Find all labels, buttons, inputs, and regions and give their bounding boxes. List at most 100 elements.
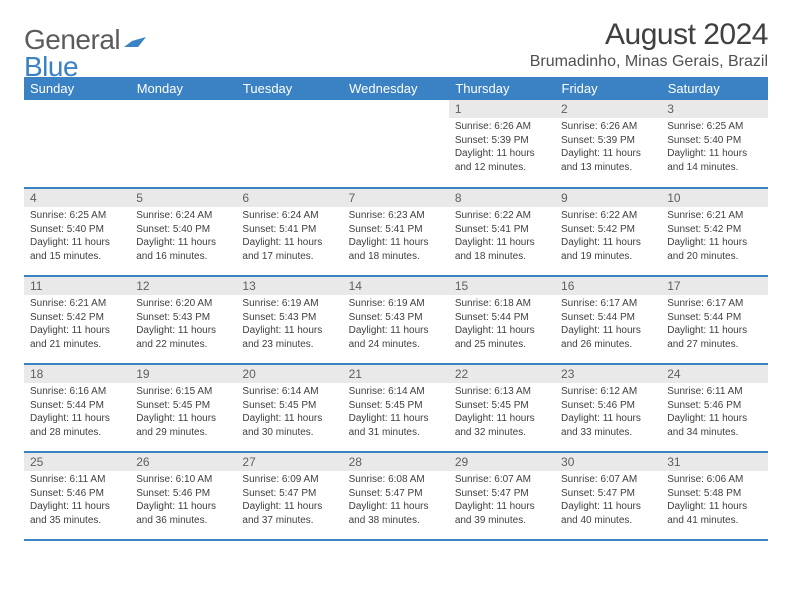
- daylight-text: Daylight: 11 hours: [455, 147, 549, 161]
- day-number: 1: [449, 100, 555, 118]
- calendar-cell: 4Sunrise: 6:25 AMSunset: 5:40 PMDaylight…: [24, 188, 130, 276]
- daylight-text: Daylight: 11 hours: [561, 236, 655, 250]
- calendar-table: Sunday Monday Tuesday Wednesday Thursday…: [24, 77, 768, 541]
- day-details: Sunrise: 6:12 AMSunset: 5:46 PMDaylight:…: [555, 383, 661, 443]
- day-details: Sunrise: 6:14 AMSunset: 5:45 PMDaylight:…: [343, 383, 449, 443]
- sunset-text: Sunset: 5:44 PM: [561, 311, 655, 325]
- day-number: 5: [130, 189, 236, 207]
- calendar-cell: 6Sunrise: 6:24 AMSunset: 5:41 PMDaylight…: [236, 188, 342, 276]
- sunset-text: Sunset: 5:46 PM: [561, 399, 655, 413]
- day-number: 27: [236, 453, 342, 471]
- day-details: Sunrise: 6:24 AMSunset: 5:40 PMDaylight:…: [130, 207, 236, 267]
- calendar-cell: 11Sunrise: 6:21 AMSunset: 5:42 PMDayligh…: [24, 276, 130, 364]
- sunset-text: Sunset: 5:46 PM: [136, 487, 230, 501]
- daylight-text: Daylight: 11 hours: [30, 236, 124, 250]
- daylight-text: and 27 minutes.: [667, 338, 761, 352]
- daylight-text: and 29 minutes.: [136, 426, 230, 440]
- daylight-text: and 19 minutes.: [561, 250, 655, 264]
- day-details: Sunrise: 6:20 AMSunset: 5:43 PMDaylight:…: [130, 295, 236, 355]
- day-number: 30: [555, 453, 661, 471]
- logo-word-blue: Blue: [24, 51, 78, 82]
- sunset-text: Sunset: 5:45 PM: [455, 399, 549, 413]
- day-number: 2: [555, 100, 661, 118]
- sunrise-text: Sunrise: 6:17 AM: [561, 297, 655, 311]
- sunrise-text: Sunrise: 6:24 AM: [242, 209, 336, 223]
- daylight-text: Daylight: 11 hours: [667, 147, 761, 161]
- calendar-cell: 21Sunrise: 6:14 AMSunset: 5:45 PMDayligh…: [343, 364, 449, 452]
- sunrise-text: Sunrise: 6:21 AM: [30, 297, 124, 311]
- sunset-text: Sunset: 5:39 PM: [455, 134, 549, 148]
- day-number: 17: [661, 277, 767, 295]
- day-details: Sunrise: 6:21 AMSunset: 5:42 PMDaylight:…: [661, 207, 767, 267]
- daylight-text: Daylight: 11 hours: [349, 412, 443, 426]
- day-number: 16: [555, 277, 661, 295]
- sunset-text: Sunset: 5:46 PM: [667, 399, 761, 413]
- sunrise-text: Sunrise: 6:17 AM: [667, 297, 761, 311]
- daylight-text: and 12 minutes.: [455, 161, 549, 175]
- sunrise-text: Sunrise: 6:19 AM: [349, 297, 443, 311]
- calendar-row: 11Sunrise: 6:21 AMSunset: 5:42 PMDayligh…: [24, 276, 768, 364]
- daylight-text: Daylight: 11 hours: [455, 324, 549, 338]
- calendar-cell: 25Sunrise: 6:11 AMSunset: 5:46 PMDayligh…: [24, 452, 130, 540]
- calendar-row: 18Sunrise: 6:16 AMSunset: 5:44 PMDayligh…: [24, 364, 768, 452]
- sunset-text: Sunset: 5:43 PM: [242, 311, 336, 325]
- day-number: 14: [343, 277, 449, 295]
- calendar-row: 4Sunrise: 6:25 AMSunset: 5:40 PMDaylight…: [24, 188, 768, 276]
- daylight-text: and 28 minutes.: [30, 426, 124, 440]
- calendar-cell: 1Sunrise: 6:26 AMSunset: 5:39 PMDaylight…: [449, 100, 555, 188]
- day-number: 19: [130, 365, 236, 383]
- calendar-cell: 14Sunrise: 6:19 AMSunset: 5:43 PMDayligh…: [343, 276, 449, 364]
- daylight-text: Daylight: 11 hours: [455, 500, 549, 514]
- calendar-cell: 30Sunrise: 6:07 AMSunset: 5:47 PMDayligh…: [555, 452, 661, 540]
- daylight-text: Daylight: 11 hours: [561, 324, 655, 338]
- sunrise-text: Sunrise: 6:23 AM: [349, 209, 443, 223]
- weekday-header: Tuesday: [236, 77, 342, 100]
- daylight-text: and 40 minutes.: [561, 514, 655, 528]
- page-header: General August 2024 Brumadinho, Minas Ge…: [24, 18, 768, 71]
- calendar-cell: 22Sunrise: 6:13 AMSunset: 5:45 PMDayligh…: [449, 364, 555, 452]
- calendar-cell: 3Sunrise: 6:25 AMSunset: 5:40 PMDaylight…: [661, 100, 767, 188]
- daylight-text: Daylight: 11 hours: [561, 412, 655, 426]
- month-title: August 2024: [530, 18, 768, 51]
- daylight-text: Daylight: 11 hours: [349, 500, 443, 514]
- sunset-text: Sunset: 5:45 PM: [349, 399, 443, 413]
- sunrise-text: Sunrise: 6:22 AM: [455, 209, 549, 223]
- calendar-cell: 9Sunrise: 6:22 AMSunset: 5:42 PMDaylight…: [555, 188, 661, 276]
- day-number: 15: [449, 277, 555, 295]
- daylight-text: Daylight: 11 hours: [242, 236, 336, 250]
- day-details: Sunrise: 6:16 AMSunset: 5:44 PMDaylight:…: [24, 383, 130, 443]
- daylight-text: and 33 minutes.: [561, 426, 655, 440]
- day-details: Sunrise: 6:19 AMSunset: 5:43 PMDaylight:…: [343, 295, 449, 355]
- title-block: August 2024 Brumadinho, Minas Gerais, Br…: [530, 18, 768, 71]
- daylight-text: Daylight: 11 hours: [30, 324, 124, 338]
- sunset-text: Sunset: 5:44 PM: [30, 399, 124, 413]
- sunset-text: Sunset: 5:41 PM: [455, 223, 549, 237]
- daylight-text: Daylight: 11 hours: [455, 412, 549, 426]
- sunset-text: Sunset: 5:42 PM: [667, 223, 761, 237]
- sunrise-text: Sunrise: 6:25 AM: [30, 209, 124, 223]
- sunset-text: Sunset: 5:41 PM: [349, 223, 443, 237]
- day-details: Sunrise: 6:14 AMSunset: 5:45 PMDaylight:…: [236, 383, 342, 443]
- daylight-text: Daylight: 11 hours: [30, 500, 124, 514]
- day-details: Sunrise: 6:24 AMSunset: 5:41 PMDaylight:…: [236, 207, 342, 267]
- daylight-text: and 25 minutes.: [455, 338, 549, 352]
- daylight-text: Daylight: 11 hours: [349, 324, 443, 338]
- day-number: 28: [343, 453, 449, 471]
- day-number: 22: [449, 365, 555, 383]
- calendar-cell: [236, 100, 342, 188]
- sunrise-text: Sunrise: 6:22 AM: [561, 209, 655, 223]
- calendar-body: 1Sunrise: 6:26 AMSunset: 5:39 PMDaylight…: [24, 100, 768, 540]
- logo-mark-icon: [124, 33, 146, 54]
- calendar-row: 1Sunrise: 6:26 AMSunset: 5:39 PMDaylight…: [24, 100, 768, 188]
- daylight-text: and 13 minutes.: [561, 161, 655, 175]
- weekday-header: Thursday: [449, 77, 555, 100]
- sunrise-text: Sunrise: 6:14 AM: [349, 385, 443, 399]
- sunrise-text: Sunrise: 6:25 AM: [667, 120, 761, 134]
- day-details: Sunrise: 6:21 AMSunset: 5:42 PMDaylight:…: [24, 295, 130, 355]
- calendar-cell: [130, 100, 236, 188]
- sunrise-text: Sunrise: 6:11 AM: [667, 385, 761, 399]
- calendar-cell: 2Sunrise: 6:26 AMSunset: 5:39 PMDaylight…: [555, 100, 661, 188]
- day-number: 24: [661, 365, 767, 383]
- calendar-cell: 13Sunrise: 6:19 AMSunset: 5:43 PMDayligh…: [236, 276, 342, 364]
- calendar-cell: 15Sunrise: 6:18 AMSunset: 5:44 PMDayligh…: [449, 276, 555, 364]
